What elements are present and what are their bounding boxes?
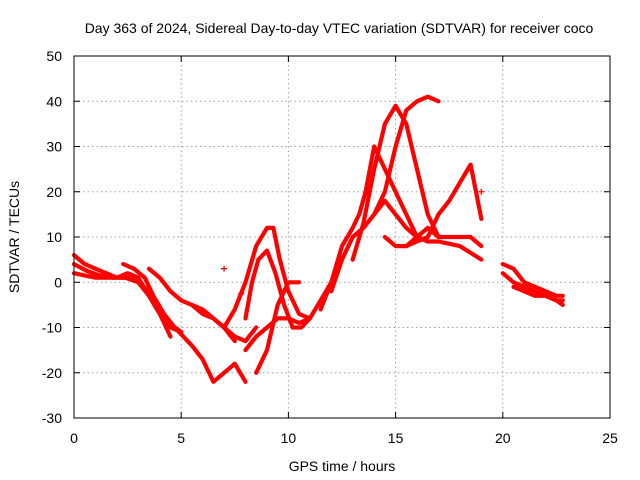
stray-point-marker — [238, 290, 245, 297]
chart-title: Day 363 of 2024, Sidereal Day-to-day VTE… — [85, 20, 594, 36]
y-axis-label: SDTVAR / TECUs — [6, 181, 22, 293]
series-track-3 — [71, 271, 184, 335]
series-track-13 — [329, 198, 484, 294]
data-series — [71, 94, 565, 384]
series-track-8 — [222, 225, 312, 330]
y-tick-label: 0 — [54, 274, 62, 290]
y-tick-label: -30 — [42, 410, 62, 426]
stray-point-marker — [221, 265, 228, 272]
series-track-10 — [243, 248, 334, 330]
x-tick-label: 20 — [495, 430, 511, 446]
y-tick-label: -10 — [42, 320, 62, 336]
grid-lines — [74, 56, 610, 418]
series-track-12 — [318, 144, 420, 312]
x-axis-label: GPS time / hours — [289, 458, 396, 474]
series-track-16 — [382, 162, 484, 249]
series-track-1 — [71, 253, 173, 339]
y-tick-label: 50 — [46, 48, 62, 64]
series-track-14 — [350, 103, 441, 262]
series-track-11 — [254, 280, 302, 375]
y-tick-label: 30 — [46, 139, 62, 155]
tick-labels: 0 5 10 15 20 25 -30 -20 -10 0 10 20 30 40 50 — [42, 48, 618, 446]
y-tick-label: -20 — [42, 365, 62, 381]
series-track-20 — [511, 284, 565, 307]
series-track-17 — [404, 225, 484, 249]
series-track-15 — [372, 94, 441, 217]
x-tick-label: 0 — [70, 430, 78, 446]
y-tick-label: 40 — [46, 93, 62, 109]
series-track-18 — [500, 262, 565, 298]
series-track-6 — [172, 325, 248, 384]
x-tick-label: 10 — [281, 430, 297, 446]
x-tick-label: 15 — [388, 430, 404, 446]
y-tick-label: 20 — [46, 184, 62, 200]
series-track-9 — [243, 316, 312, 353]
y-tick-label: 10 — [46, 229, 62, 245]
x-tick-label: 25 — [602, 430, 618, 446]
x-tick-label: 5 — [177, 430, 185, 446]
stray-point-marker — [478, 188, 485, 195]
